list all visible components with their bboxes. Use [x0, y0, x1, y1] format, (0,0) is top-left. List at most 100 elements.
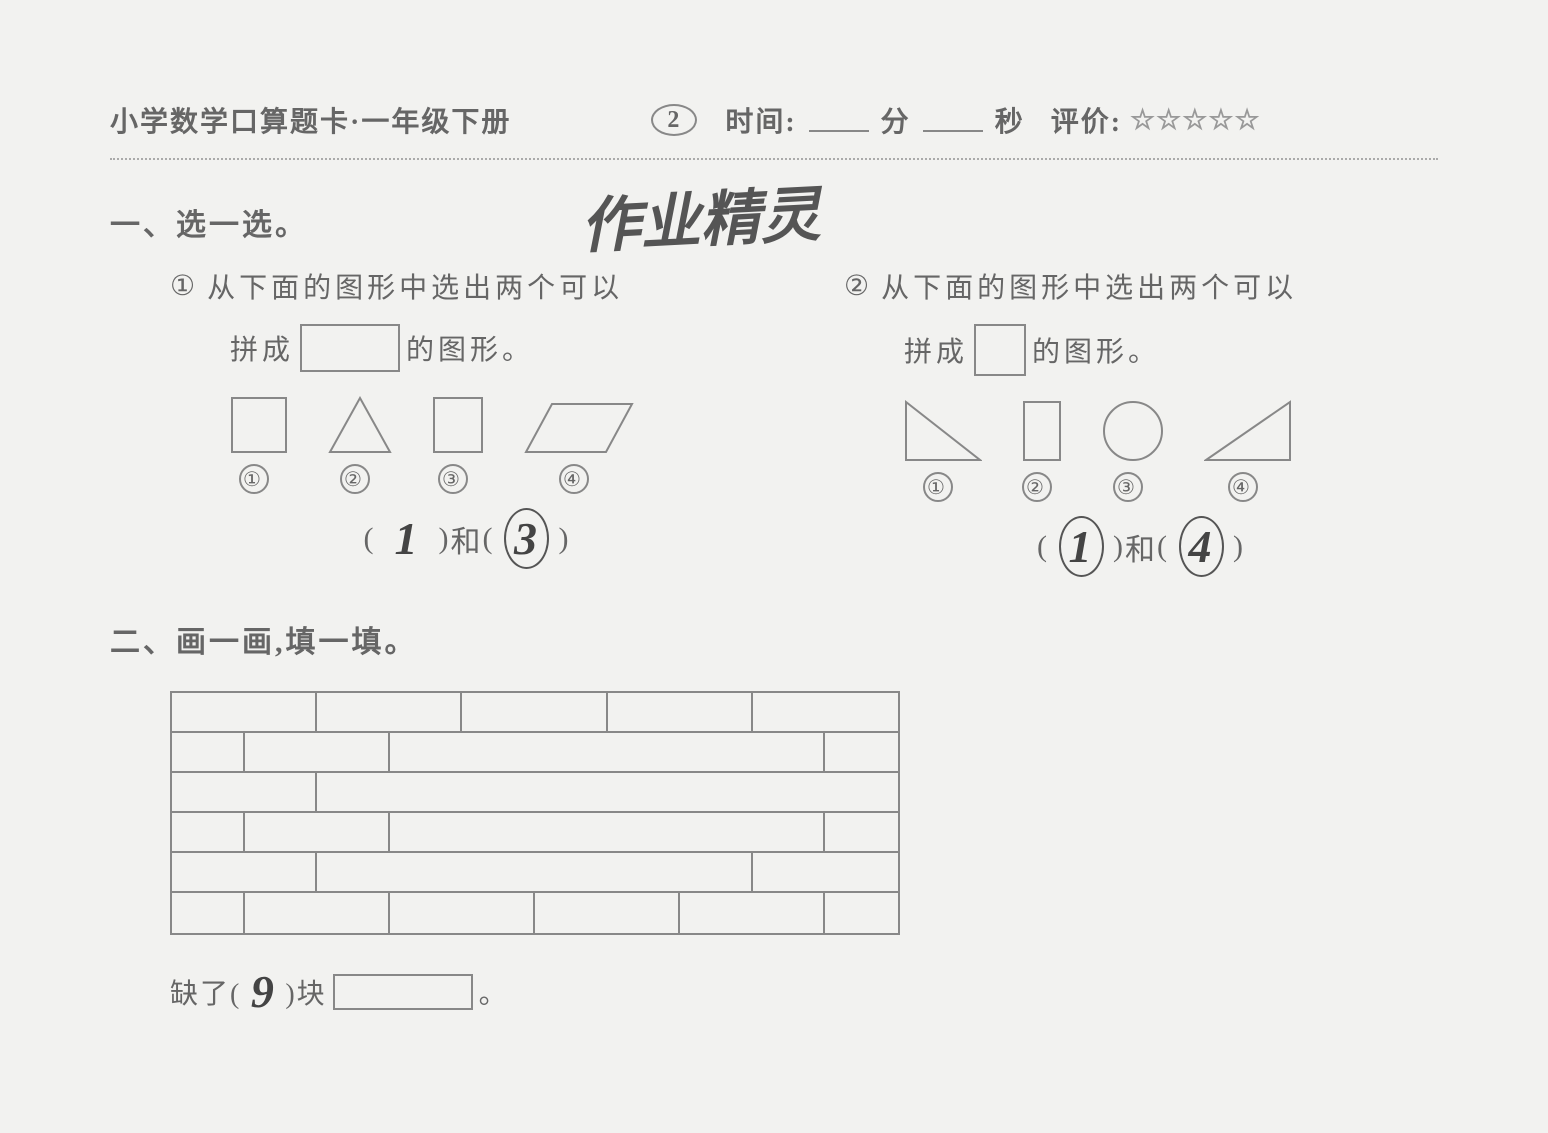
q2-opt4-label: ④ [1228, 472, 1258, 502]
que-text-a: 缺了( [170, 972, 241, 1012]
question-1: ① 从下面的图形中选出两个可以 拼成 的图形。 ① ② ③ ④ [170, 266, 764, 577]
q1-opt-1: ① [230, 396, 288, 494]
page-number-badge: 2 [651, 104, 697, 136]
brick [825, 813, 898, 851]
section-2: 二、画一画,填一填。 缺了( 9 )块 。 [110, 617, 1438, 1018]
brick [608, 693, 753, 731]
q1-shapes: ① ② ③ ④ [230, 396, 764, 494]
brick [825, 733, 898, 771]
brick [680, 733, 825, 771]
brick [172, 813, 245, 851]
brick-row [172, 813, 898, 853]
handwritten-overlay: 作业精灵 [578, 166, 822, 265]
brick-row [172, 693, 898, 733]
seconds-blank[interactable] [923, 108, 983, 132]
brick [245, 733, 390, 771]
brick-wall [170, 691, 900, 935]
q1-text-a: 从下面的图形中选出两个可以 [207, 266, 623, 306]
q1-opt3-label: ③ [438, 464, 468, 494]
q2-opt-4: ④ [1204, 400, 1292, 502]
tall-rect-icon [1022, 400, 1062, 462]
q2-answer-right[interactable]: 4 [1179, 516, 1224, 577]
q1-opt-2: ② [328, 396, 392, 494]
q2-text-b2: 的图形。 [1032, 330, 1160, 370]
minutes-blank[interactable] [809, 108, 869, 132]
section2-title: 二、画一画,填一填。 [110, 617, 1438, 661]
q2-opt-1: ① [904, 400, 982, 502]
missing-count-line: 缺了( 9 )块 。 [170, 965, 1438, 1018]
q2-opt-3: ③ [1102, 400, 1164, 502]
q1-opt2-label: ② [340, 464, 370, 494]
q2-answer-left[interactable]: 1 [1059, 516, 1104, 577]
q2-and: 和 [1125, 525, 1157, 569]
brick-row [172, 893, 898, 933]
brick [753, 773, 898, 811]
brick [317, 693, 462, 731]
brick [172, 693, 317, 731]
brick [245, 893, 390, 933]
brick [680, 893, 825, 933]
minute-unit: 分 [881, 100, 911, 140]
brick-gap [317, 853, 607, 891]
q2-opt1-label: ① [923, 472, 953, 502]
brick [608, 853, 753, 891]
brick [680, 813, 825, 851]
brick [172, 733, 245, 771]
second-unit: 秒 [995, 100, 1025, 140]
brick [825, 893, 898, 933]
brick [462, 693, 607, 731]
brick [390, 893, 535, 933]
inline-brick-icon [333, 974, 473, 1010]
circle-icon [1102, 400, 1164, 462]
q2-text-a: 从下面的图形中选出两个可以 [881, 266, 1297, 306]
q2-number: ② [844, 269, 873, 303]
q1-target-shape [300, 324, 400, 372]
q2-opt3-label: ③ [1113, 472, 1143, 502]
brick [172, 853, 317, 891]
right-triangle-left-icon [904, 400, 982, 462]
worksheet-header: 小学数学口算题卡·一年级下册 2 时间: 分 秒 评价: ☆☆☆☆☆ [110, 100, 1438, 160]
square-icon [230, 396, 288, 454]
brick-gap [317, 773, 753, 811]
question-2: ② 从下面的图形中选出两个可以 拼成 的图形。 ① ② ③ ④ [844, 266, 1438, 577]
brick [753, 693, 898, 731]
time-label: 时间: [725, 100, 796, 140]
q2-text-b1: 拼成 [904, 330, 968, 370]
q1-opt-3: ③ [432, 396, 484, 494]
header-meta: 时间: 分 秒 评价: ☆☆☆☆☆ [725, 100, 1260, 140]
q1-opt4-label: ④ [559, 464, 589, 494]
q1-and: 和 [451, 517, 483, 561]
q1-answer-left[interactable]: 1 [385, 512, 429, 565]
questions-row: ① 从下面的图形中选出两个可以 拼成 的图形。 ① ② ③ ④ [170, 266, 1438, 577]
q1-answer-right[interactable]: 3 [504, 508, 549, 569]
que-text-c: 。 [479, 972, 509, 1012]
q2-opt-2: ② [1022, 400, 1062, 502]
que-text-b: )块 [285, 972, 326, 1012]
rating-label: 评价: [1051, 100, 1122, 140]
q1-answer: ( 1 ) 和 ( 3 ) [170, 508, 764, 569]
q1-opt1-label: ① [239, 464, 269, 494]
brick-row [172, 773, 898, 813]
brick [172, 893, 245, 933]
brick [753, 853, 898, 891]
q1-text-b2: 的图形。 [406, 328, 534, 368]
brick [172, 773, 317, 811]
brick-gap [390, 733, 680, 771]
brick-gap [390, 813, 680, 851]
q1-opt-4: ④ [524, 402, 634, 494]
worksheet-title: 小学数学口算题卡·一年级下册 [110, 100, 511, 140]
right-triangle-right-icon [1204, 400, 1292, 462]
q2-shapes: ① ② ③ ④ [904, 400, 1438, 502]
q2-target-shape [974, 324, 1026, 376]
missing-count-answer[interactable]: 9 [241, 965, 285, 1018]
triangle-icon [328, 396, 392, 454]
parallelogram-icon [524, 402, 634, 454]
brick [245, 813, 390, 851]
q1-text-b1: 拼成 [230, 328, 294, 368]
brick-row [172, 733, 898, 773]
q1-number: ① [170, 269, 199, 303]
rating-stars: ☆☆☆☆☆ [1130, 103, 1261, 137]
q2-opt2-label: ② [1022, 472, 1052, 502]
brick [535, 893, 680, 933]
brick-row [172, 853, 898, 893]
